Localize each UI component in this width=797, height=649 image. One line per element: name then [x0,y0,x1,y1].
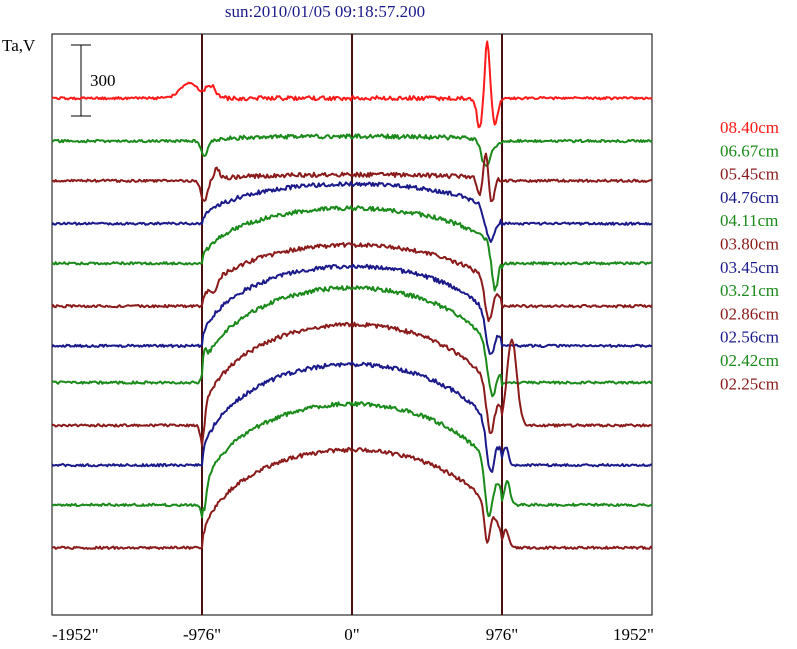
series-group [51,40,653,550]
y-axis-label: Ta,V [2,36,36,55]
series-line-04.11cm [51,205,652,292]
legend-item-02.42cm: 02.42cm [720,351,779,370]
series-line-02.25cm [52,447,653,550]
series-line-02.42cm [51,401,653,519]
legend: 08.40cm 06.67cm 05.45cm 04.76cm 04.11cm 03.80… [720,118,779,393]
legend-item-08.40cm: 08.40cm [720,118,779,137]
scale-bar: 300 [71,44,116,117]
legend-item-06.67cm: 06.67cm [720,141,779,160]
series-line-02.86cm [51,321,652,447]
legend-item-05.45cm: 05.45cm [720,165,779,184]
series-line-03.80cm [51,242,653,323]
scale-bar-label: 300 [90,71,116,90]
series-line-04.76cm [51,181,653,243]
series-line-05.45cm [51,152,653,203]
x-tick-label-1: -976" [183,625,221,644]
legend-item-04.11cm: 04.11cm [720,211,778,230]
series-line-03.45cm [51,263,653,355]
x-tick-label-3: 976" [486,625,518,644]
legend-item-02.25cm: 02.25cm [720,374,779,393]
legend-item-03.21cm: 03.21cm [720,281,779,300]
series-line-08.40cm [51,40,653,129]
series-line-02.56cm [51,361,653,473]
x-tick-label-4: 1952" [613,625,654,644]
legend-item-03.45cm: 03.45cm [720,258,779,277]
chart-title: sun:2010/01/05 09:18:57.200 [225,2,425,21]
legend-item-02.86cm: 02.86cm [720,304,779,323]
x-tick-labels: -1952" -976" 0" 976" 1952" [52,625,654,644]
series-line-03.21cm [51,285,653,398]
legend-item-03.80cm: 03.80cm [720,235,779,254]
legend-item-04.76cm: 04.76cm [720,188,779,207]
x-tick-label-2: 0" [344,625,359,644]
legend-item-02.56cm: 02.56cm [720,328,779,347]
series-line-06.67cm [51,133,653,168]
x-tick-label-0: -1952" [52,625,99,644]
